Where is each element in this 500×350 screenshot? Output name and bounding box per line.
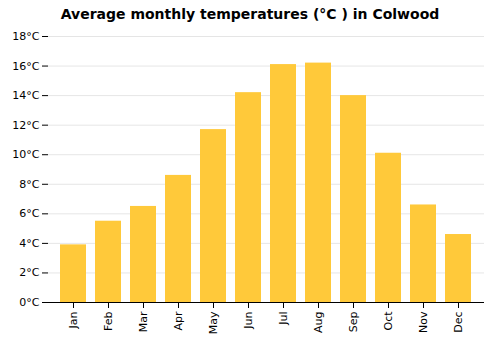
svg-text:14°C: 14°C — [12, 89, 39, 102]
svg-text:12°C: 12°C — [12, 119, 39, 132]
svg-text:Sep: Sep — [347, 311, 360, 332]
svg-text:10°C: 10°C — [12, 148, 39, 161]
svg-text:Oct: Oct — [382, 311, 395, 331]
svg-text:2°C: 2°C — [19, 266, 39, 279]
svg-text:Mar: Mar — [137, 311, 150, 332]
svg-text:18°C: 18°C — [12, 30, 39, 43]
svg-text:0°C: 0°C — [19, 296, 39, 309]
svg-text:Jul: Jul — [277, 312, 290, 326]
svg-text:Dec: Dec — [452, 312, 465, 333]
svg-text:8°C: 8°C — [19, 178, 39, 191]
svg-text:Jan: Jan — [67, 311, 80, 329]
svg-text:Feb: Feb — [102, 311, 115, 330]
svg-text:16°C: 16°C — [12, 60, 39, 73]
svg-text:6°C: 6°C — [19, 207, 39, 220]
svg-text:Nov: Nov — [417, 311, 430, 333]
svg-text:May: May — [207, 311, 220, 334]
svg-text:Aug: Aug — [312, 312, 325, 333]
svg-text:4°C: 4°C — [19, 237, 39, 250]
svg-text:Jun: Jun — [242, 311, 255, 329]
svg-text:Apr: Apr — [172, 311, 185, 331]
html-text:Average monthly temperatures (: Average monthly temperatures (°C ) in Co… — [60, 6, 440, 22]
